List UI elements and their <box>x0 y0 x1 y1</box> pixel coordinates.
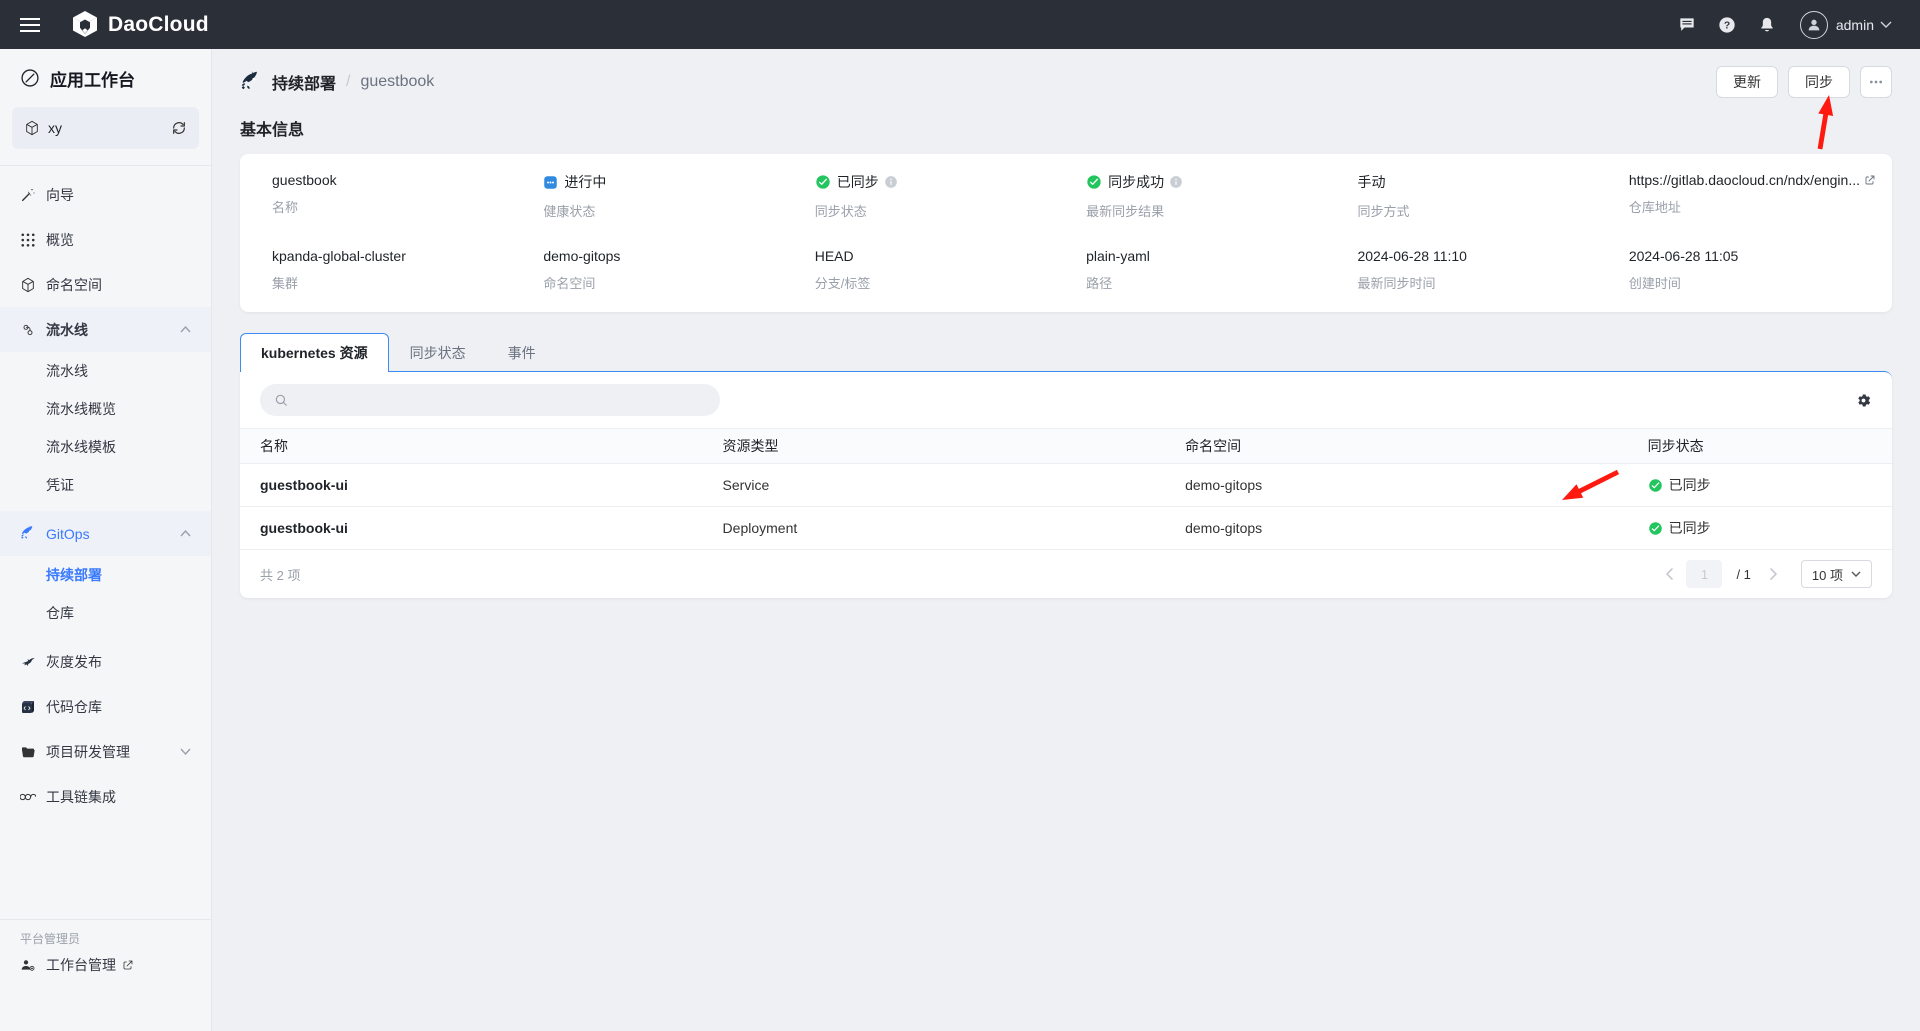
svg-text:?: ? <box>1724 20 1730 31</box>
